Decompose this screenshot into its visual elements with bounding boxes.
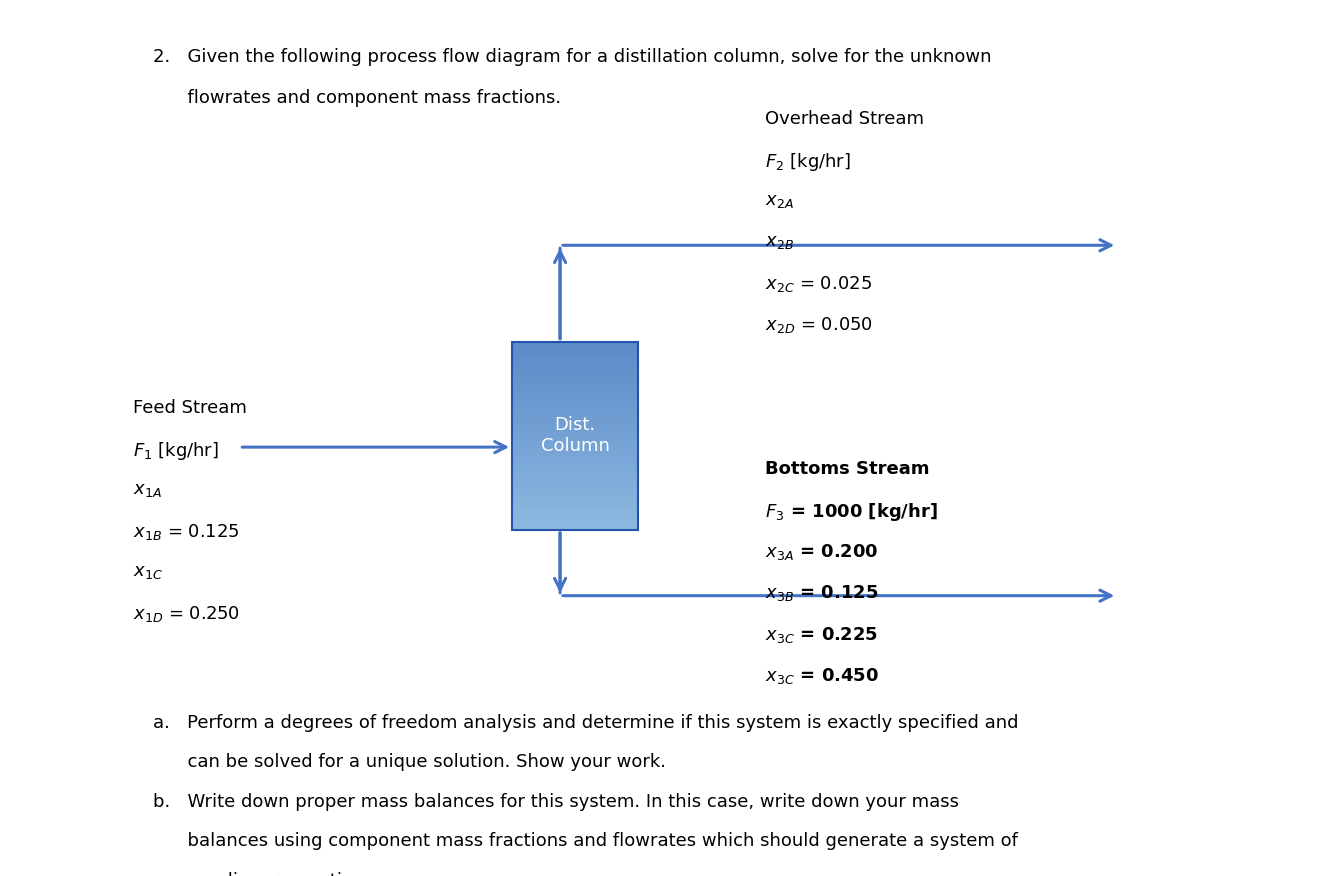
Bar [512,516,638,520]
Bar [512,435,638,441]
Bar [512,389,638,393]
Bar [512,473,638,478]
Bar [512,520,638,526]
Bar [512,511,638,516]
Text: $F_3$ = 1000 [kg/hr]: $F_3$ = 1000 [kg/hr] [765,501,938,523]
Text: Dist.
Column: Dist. Column [541,416,609,456]
Text: $x_{2C}$ = 0.025: $x_{2C}$ = 0.025 [765,274,871,294]
Bar [512,464,638,469]
Bar [512,450,638,455]
Bar [512,379,638,384]
Text: $x_{3A}$ = 0.200: $x_{3A}$ = 0.200 [765,542,878,562]
Bar [512,351,638,356]
Bar [512,459,638,464]
Text: $x_{2B}$: $x_{2B}$ [765,233,794,251]
Text: $x_{3B}$ = 0.125: $x_{3B}$ = 0.125 [765,583,878,604]
Bar [512,441,638,445]
Bar [512,365,638,370]
Bar [512,413,638,417]
Text: 2.   Given the following process flow diagram for a distillation column, solve f: 2. Given the following process flow diag… [153,48,991,67]
Text: Bottoms Stream: Bottoms Stream [765,460,930,478]
Bar [512,469,638,473]
Text: balances using component mass fractions and flowrates which should generate a sy: balances using component mass fractions … [153,832,1017,851]
Bar [512,346,638,351]
Text: can be solved for a unique solution. Show your work.: can be solved for a unique solution. Sho… [153,753,666,772]
Text: $x_{3C}$ = 0.450: $x_{3C}$ = 0.450 [765,666,879,686]
Text: $x_{1B}$ = 0.125: $x_{1B}$ = 0.125 [133,522,239,542]
Bar [512,361,638,365]
Text: flowrates and component mass fractions.: flowrates and component mass fractions. [153,89,561,108]
Bar [512,384,638,389]
Bar [512,431,638,435]
Text: $x_{2A}$: $x_{2A}$ [765,192,794,210]
Bar [512,483,638,488]
Text: $F_2$ [kg/hr]: $F_2$ [kg/hr] [765,151,851,173]
Text: $x_{2D}$ = 0.050: $x_{2D}$ = 0.050 [765,315,872,336]
Bar [512,403,638,407]
Text: b.   Write down proper mass balances for this system. In this case, write down y: b. Write down proper mass balances for t… [153,793,959,811]
Bar [512,356,638,361]
Bar [512,506,638,511]
Bar [512,427,638,431]
Text: $x_{1C}$: $x_{1C}$ [133,563,162,582]
Bar [512,488,638,492]
Bar [512,502,638,506]
Bar [512,393,638,398]
Text: a.   Perform a degrees of freedom analysis and determine if this system is exact: a. Perform a degrees of freedom analysis… [153,714,1019,732]
Bar [512,526,638,530]
Text: $x_{1A}$: $x_{1A}$ [133,481,162,499]
Bar [512,492,638,497]
Text: Feed Stream: Feed Stream [133,399,247,417]
Text: Overhead Stream: Overhead Stream [765,110,924,128]
Bar [512,407,638,413]
Text: non-linear equations.: non-linear equations. [153,872,379,876]
Bar [512,497,638,502]
Bar [512,417,638,421]
Bar [512,342,638,530]
Bar [512,478,638,483]
Bar [512,370,638,375]
Bar [512,421,638,427]
Text: $x_{1D}$ = 0.250: $x_{1D}$ = 0.250 [133,604,239,625]
Bar [512,445,638,450]
Bar [512,375,638,379]
Bar [512,342,638,346]
Text: $F_1$ [kg/hr]: $F_1$ [kg/hr] [133,440,219,462]
Bar [512,398,638,403]
Bar [512,455,638,459]
Text: $x_{3C}$ = 0.225: $x_{3C}$ = 0.225 [765,625,878,645]
